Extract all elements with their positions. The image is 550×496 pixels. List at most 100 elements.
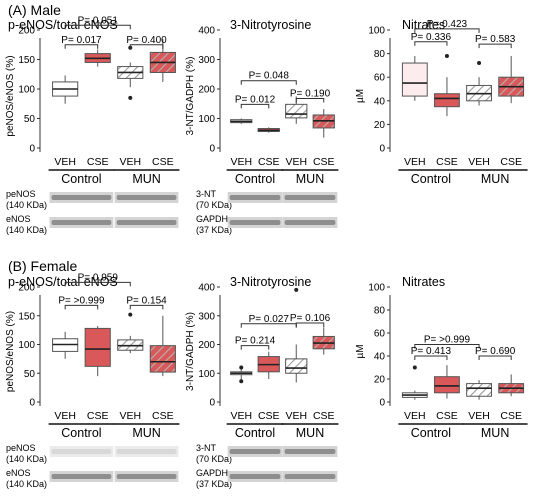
box-3 [117, 312, 144, 354]
x-tick-label: VEH [468, 410, 490, 422]
p-value-label: P= 0.017 [61, 35, 102, 46]
x-tick-label: CSE [152, 156, 174, 168]
x-tick-label: CSE [436, 410, 458, 422]
blot-sublabel: (140 KDa) [6, 200, 47, 210]
box-body [434, 93, 460, 108]
chart-title: Nitrates [402, 275, 445, 289]
significance-bracket [295, 97, 325, 103]
y-tick-label: 20 [374, 375, 386, 386]
blot-band [51, 195, 112, 200]
significance-bracket [240, 80, 297, 85]
box-body [149, 345, 176, 373]
y-tick-label: 0 [29, 144, 35, 155]
box-body [285, 103, 308, 119]
significance-bracket [64, 24, 131, 30]
y-tick-label: 150 [18, 55, 35, 66]
blot-sublabel: (70 KDa) [196, 454, 232, 464]
box-4 [498, 55, 525, 104]
significance-bracket [295, 322, 325, 327]
blot-label: 3-NT [196, 443, 217, 453]
blot-band [229, 195, 281, 200]
x-tick-label: CSE [152, 410, 174, 422]
y-axis-label: 3-NT/GADPH (%) [185, 312, 196, 391]
significance-bracket [129, 44, 164, 49]
x-tick-label: VEH [54, 156, 76, 168]
box-3 [466, 61, 492, 106]
x-tick-label: VEH [404, 156, 426, 168]
y-axis-label: 3-NT/GADPH (%) [185, 57, 196, 136]
outlier-point [294, 287, 299, 292]
box-body [401, 62, 428, 97]
y-tick-label: 400 [198, 26, 215, 37]
significance-bracket [129, 304, 164, 310]
y-tick-label: 300 [198, 311, 215, 322]
box-body [285, 358, 308, 374]
y-tick-label: 100 [368, 283, 385, 294]
blot-label: eNOS [6, 468, 31, 478]
blot-band [284, 449, 336, 454]
box-3 [466, 380, 492, 400]
box-4 [312, 327, 335, 355]
chart-panel-2: 3-Nitrotyrosine 0 100 200 300 400 3-NT/GADPH (… [185, 18, 339, 235]
blot-sublabel: (140 KDa) [6, 454, 47, 464]
y-tick-label: 200 [18, 283, 35, 294]
y-tick-label: 0 [379, 398, 385, 409]
blot-band [51, 474, 112, 479]
box-1 [401, 55, 428, 101]
chart-panel-5: 3-Nitrotyrosine 0 100 200 300 400 3-NT/GADPH (… [185, 275, 339, 489]
y-tick-label: 0 [379, 144, 385, 155]
p-value-label: P= 0.400 [126, 35, 167, 46]
p-value-label: P= >0.999 [424, 335, 471, 346]
panel-title: (B) Female [8, 258, 77, 274]
box-2 [257, 127, 280, 133]
p-value-label: P= 0.051 [78, 15, 119, 26]
group-label: MUN [132, 426, 160, 440]
p-value-label: P= 0.214 [235, 336, 276, 347]
chart-title: 3-Nitrotyrosine [230, 275, 311, 289]
y-tick-label: 0 [29, 398, 35, 409]
blot-sublabel: (37 KDa) [196, 225, 232, 235]
blot-band [51, 449, 112, 454]
group-label: Control [61, 172, 101, 186]
group-label: MUN [296, 172, 324, 186]
significance-bracket [478, 355, 512, 360]
y-tick-label: 80 [374, 49, 386, 60]
blot-band [116, 220, 177, 225]
x-tick-label: VEH [468, 156, 490, 168]
p-value-label: P= 0.690 [475, 346, 516, 357]
box-3 [285, 287, 308, 383]
group-label: MUN [296, 426, 324, 440]
p-value-label: P= 0.048 [249, 71, 290, 82]
blot-label: GAPDH [196, 468, 228, 478]
box-1 [52, 75, 79, 104]
y-tick-label: 20 [374, 120, 386, 131]
panel-title: (A) Male [8, 2, 61, 18]
blot-sublabel: (37 KDa) [196, 479, 232, 489]
blot-band [116, 474, 177, 479]
blot-label: peNOS [6, 189, 36, 199]
blot-label: eNOS [6, 214, 31, 224]
y-axis-label: peNOS/eNOS (%) [5, 55, 16, 136]
x-tick-label: VEH [404, 410, 426, 422]
outlier-point [128, 95, 133, 100]
p-value-label: P= 0.413 [411, 346, 452, 357]
group-label: Control [61, 426, 101, 440]
x-tick-label: CSE [258, 410, 280, 422]
box-3 [285, 96, 308, 124]
x-tick-label: VEH [285, 156, 307, 168]
y-tick-label: 80 [374, 306, 386, 317]
box-4 [498, 374, 525, 397]
blot-band [284, 195, 336, 200]
x-tick-label: CSE [500, 156, 522, 168]
blot-band [229, 474, 281, 479]
y-tick-label: 0 [209, 144, 215, 155]
box-body [466, 383, 492, 397]
x-tick-label: CSE [258, 156, 280, 168]
box-2 [434, 365, 460, 399]
x-tick-label: VEH [119, 156, 141, 168]
p-value-label: P= 0.583 [475, 34, 516, 45]
chart-title: p-eNOS/total eNOS [8, 18, 118, 32]
significance-bracket [64, 281, 131, 287]
